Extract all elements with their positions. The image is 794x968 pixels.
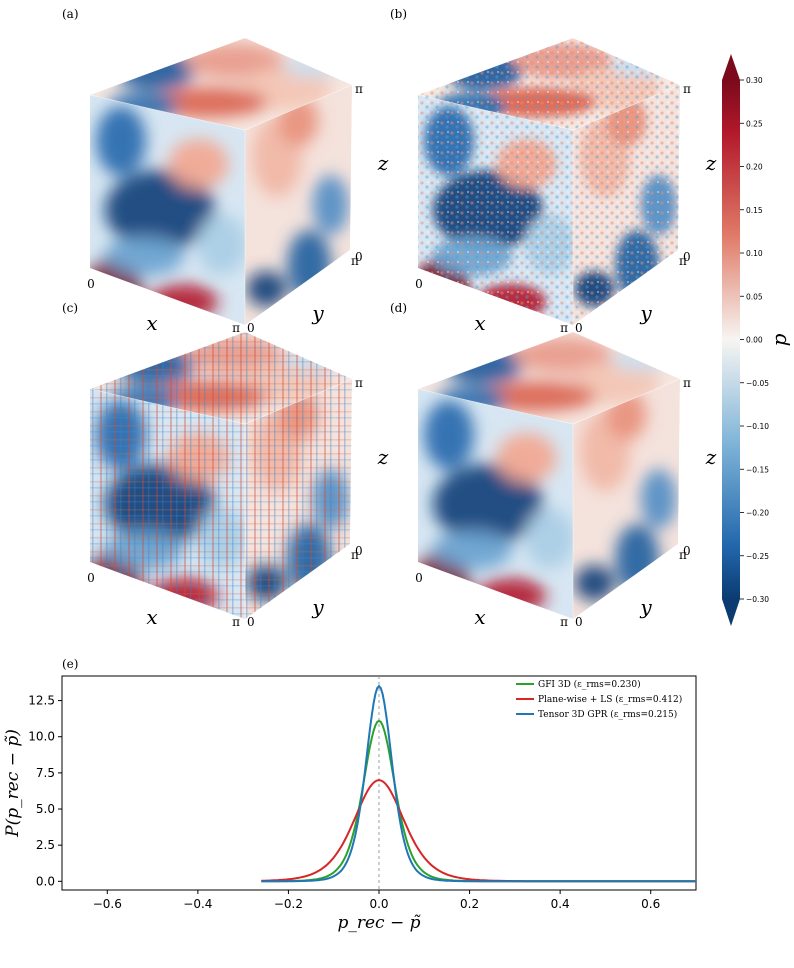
colorbar: 0.30 0.25 0.20 0.15 0.10 0.05 0.00 −0.05 −0.10 −0… [722,54,791,626]
pdf-chart: (e) −0.6 −0.4 −0.2 0.0 0.2 0.4 0.6 0.0 2.5 5.0 7.5… [3,657,697,933]
cube-b-x-tick-0: 0 [415,277,423,291]
legend-label-tensor: Tensor 3D GPR (ε_rms=0.215) [538,709,677,720]
pdf-x-tick-label: −0.4 [183,897,212,911]
pdf-y-tick-label: 5.0 [36,802,55,816]
cube-b-z-tick-pi: π [683,82,691,96]
pdf-series-line-1 [261,779,696,883]
cube-c-side-face [245,379,352,619]
pdf-x-tick-label: 0.2 [460,897,479,911]
cube-c-z-label: z [377,445,389,469]
cube-d-top-face [418,332,680,424]
colorbar-lower-extend [722,599,740,626]
cube-d-z-tick-pi: π [683,376,691,390]
cube-d-x-tick-pi: π [560,615,568,629]
pdf-y-tick-label: 12.5 [28,694,55,708]
panel-e-label: (e) [62,657,78,671]
cube-c-y-label: y [311,595,324,619]
colorbar-tick-label: −0.30 [746,595,769,604]
colorbar-tick-label: −0.20 [746,509,769,518]
bottom-margin [0,958,794,968]
colorbar-tick-label: 0.10 [746,249,763,258]
cube-c-x-label: x [146,605,157,629]
colorbar-tick-label: 0.15 [746,206,763,215]
cube-d-z-tick-0: 0 [683,544,691,558]
cube-b-y-tick-pi: π [679,254,687,268]
cube-d-x-tick-0: 0 [415,571,423,585]
cube-a-y-label: y [311,301,324,325]
colorbar-upper-extend [722,54,740,80]
cube-d-front-face [418,389,573,619]
cube-c-x-tick-0: 0 [87,571,95,585]
cube-b-z-label: z [705,151,717,175]
colorbar-ticks: 0.30 0.25 0.20 0.15 0.10 0.05 0.00 −0.05 −0.10 −0… [740,76,769,604]
pdf-series-line-0 [261,719,696,883]
cube-c-y-tick-pi: π [351,548,359,562]
cube-a-z-label: z [377,151,389,175]
cube-d-y-label: y [639,595,652,619]
pdf-legend: GFI 3D (ε_rms=0.230) Plane-wise + LS (ε_… [516,679,682,720]
cube-a-z-tick-pi: π [355,82,363,96]
cube-a-y-tick-pi: π [351,254,359,268]
cube-a-y-tick-0: 0 [247,321,255,335]
colorbar-tick-label: 0.25 [746,119,763,128]
panel-b-label: (b) [390,7,407,21]
cube-d-side-face [573,379,680,619]
cube-b-z-tick-0: 0 [683,250,691,264]
legend-label-gfi: GFI 3D (ε_rms=0.230) [538,679,641,690]
pdf-x-tick-label: 0.4 [551,897,570,911]
cube-c-front-face [90,389,245,619]
cube-a-front-face [90,95,245,325]
pdf-ylabel: P(p_rec − p̃) [3,729,23,838]
cube-c-z-tick-0: 0 [355,544,363,558]
cube-c-y-tick-0: 0 [247,615,255,629]
pdf-y-tick-label: 0.0 [36,874,55,888]
cube-a-z-tick-0: 0 [355,250,363,264]
colorbar-tick-label: −0.05 [746,379,769,388]
cube-c-x-tick-pi: π [232,615,240,629]
pdf-x-tick-label: 0.0 [369,897,388,911]
cube-b-x-label: x [474,311,485,335]
cube-a-x-tick-pi: π [232,321,240,335]
pdf-xlabel: p_rec − p̃ [337,913,421,933]
colorbar-label: p [767,333,791,346]
pdf-series-line-2 [261,684,696,883]
cube-c-z-tick-pi: π [355,376,363,390]
pdf-y-tick-label: 7.5 [36,766,55,780]
legend-label-planewise: Plane-wise + LS (ε_rms=0.412) [538,694,682,705]
colorbar-tick-label: −0.10 [746,422,769,431]
pdf-y-tick-label: 10.0 [28,730,55,744]
cube-d-y-tick-pi: π [679,548,687,562]
cube-b-y-label: y [639,301,652,325]
cube-a-x-label: x [146,311,157,335]
pdf-x-tick-label: 0.6 [641,897,660,911]
colorbar-tick-label: −0.15 [746,465,769,474]
panel-a-label: (a) [62,7,79,21]
pdf-x-tick-label: −0.6 [93,897,122,911]
colorbar-tick-label: 0.20 [746,163,763,172]
pdf-x-tick-label: −0.2 [274,897,303,911]
cube-a-x-tick-0: 0 [87,277,95,291]
pdf-series [261,684,696,883]
panel-d-label: (d) [390,301,407,315]
colorbar-tick-label: 0.30 [746,76,763,85]
cube-d-y-tick-0: 0 [575,615,583,629]
cube-b-front-face [418,95,573,325]
pdf-ticks: −0.6 −0.4 −0.2 0.0 0.2 0.4 0.6 0.0 2.5 5.0 7.5 10.0… [28,676,660,911]
panel-c-label: (c) [62,301,78,315]
pdf-y-tick-label: 2.5 [36,838,55,852]
colorbar-tick-label: 0.05 [746,292,763,301]
cube-d-z-label: z [705,445,717,469]
cube-b-y-tick-0: 0 [575,321,583,335]
colorbar-tick-label: 0.00 [746,336,763,345]
colorbar-gradient [722,80,740,599]
cube-b-x-tick-pi: π [560,321,568,335]
colorbar-tick-label: −0.25 [746,552,769,561]
cube-d-x-label: x [474,605,485,629]
